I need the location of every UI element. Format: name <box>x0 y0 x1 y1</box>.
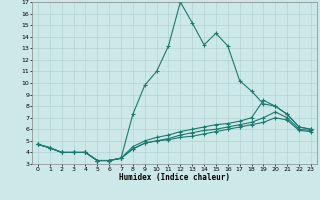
X-axis label: Humidex (Indice chaleur): Humidex (Indice chaleur) <box>119 173 230 182</box>
